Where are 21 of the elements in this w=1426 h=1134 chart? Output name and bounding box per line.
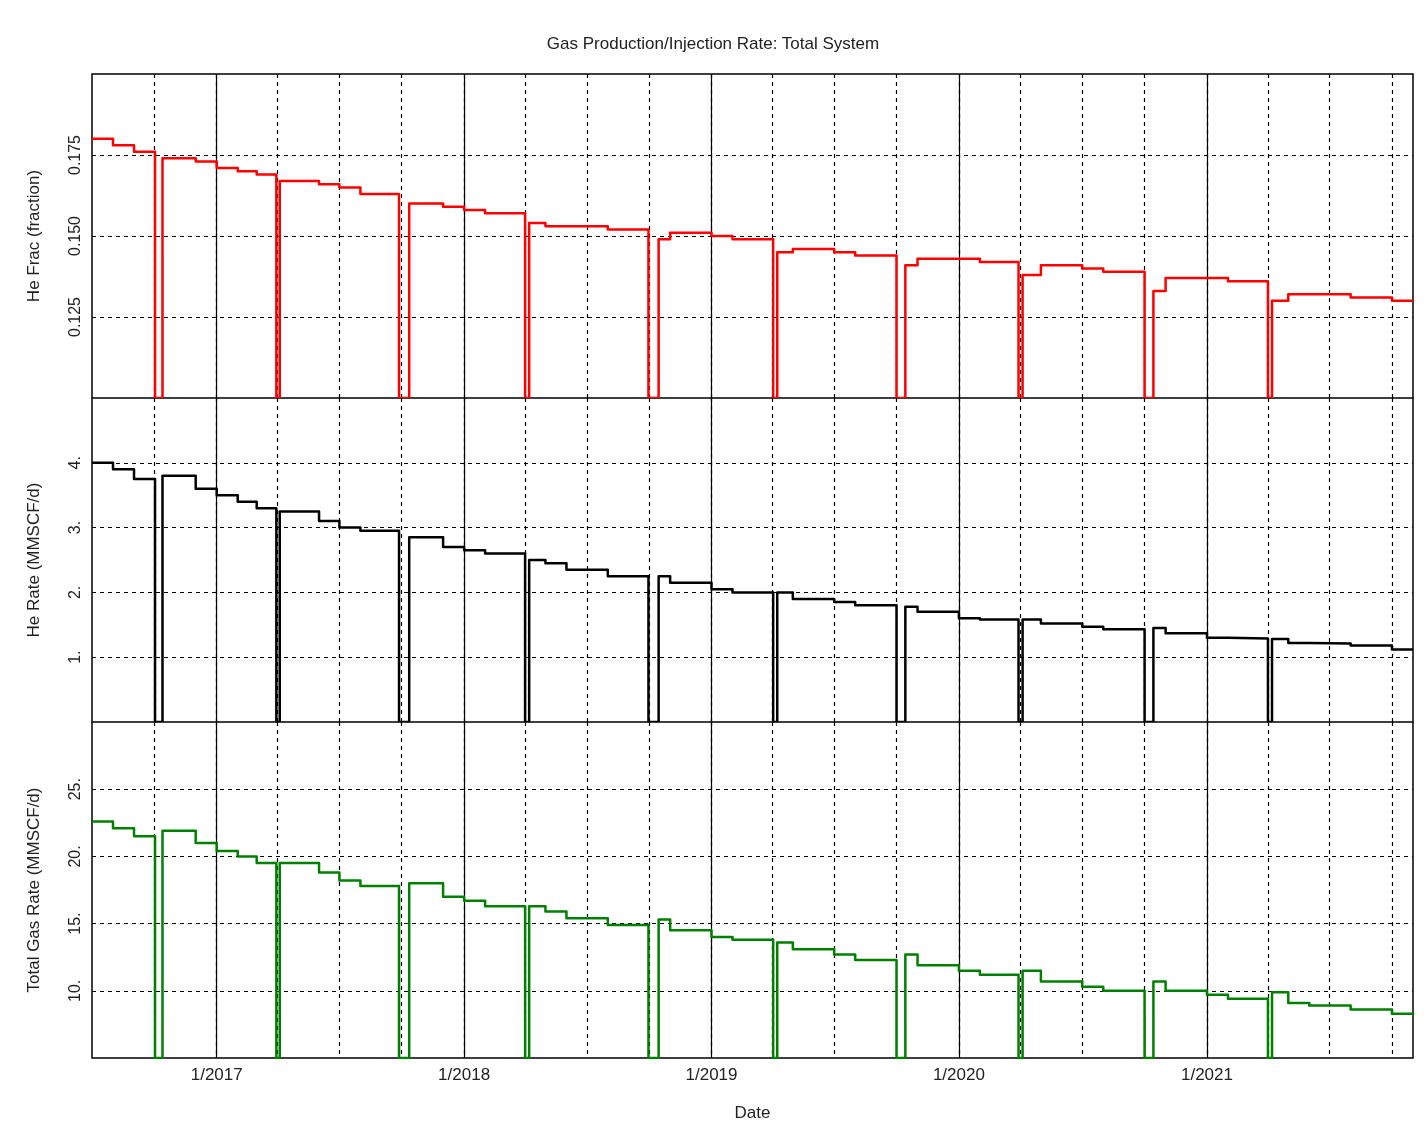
- y-tick-label: 2.: [65, 585, 83, 600]
- x-tick-label: 1/2017: [190, 1065, 243, 1084]
- y-tick-label: 0.150: [65, 215, 83, 257]
- x-tick-label: 1/2018: [438, 1065, 491, 1084]
- x-axis-title: Date: [734, 1103, 771, 1122]
- x-tick-label: 1/2020: [932, 1065, 985, 1084]
- chart-title: Gas Production/Injection Rate: Total System: [546, 34, 880, 53]
- y-tick-label: 3.: [65, 520, 83, 535]
- y-tick-label: 25.: [65, 778, 83, 801]
- y-axis-title: He Rate (MMSCF/d): [24, 482, 43, 638]
- y-tick-label: 15.: [65, 912, 83, 935]
- y-tick-label: 20.: [65, 845, 83, 868]
- y-tick-label: 0.175: [65, 134, 83, 176]
- y-tick-label: 0.125: [65, 296, 83, 338]
- y-tick-label: 4.: [65, 456, 83, 470]
- y-tick-label: 1.: [65, 650, 83, 664]
- x-tick-label: 1/2019: [685, 1065, 738, 1084]
- y-axis-title: He Frac (fraction): [24, 169, 43, 303]
- y-tick-label: 10.: [65, 979, 83, 1002]
- x-tick-label: 1/2021: [1180, 1065, 1233, 1084]
- y-axis-title: Total Gas Rate (MMSCF/d): [24, 787, 43, 993]
